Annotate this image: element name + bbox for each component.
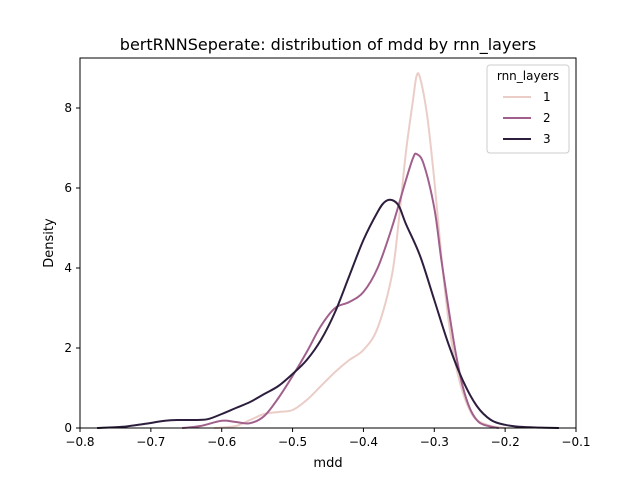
y-axis-label: Density (42, 218, 57, 268)
legend-label-2: 2 (543, 111, 551, 125)
legend: rnn_layers 1 2 3 (486, 64, 570, 154)
legend-items: 1 2 3 (503, 90, 551, 146)
legend-frame (486, 64, 570, 154)
y-tick-label: 4 (64, 261, 72, 275)
x-axis-label: mdd (313, 456, 342, 471)
chart-title: bertRNNSeperate: distribution of mdd by … (120, 35, 536, 55)
y-tick-label: 2 (64, 341, 72, 355)
x-tick-label: −0.1 (561, 435, 590, 449)
x-tick-label: −0.3 (420, 435, 449, 449)
series-layer (96, 72, 560, 429)
legend-label-1: 1 (543, 90, 551, 104)
x-tick-label: −0.4 (349, 435, 378, 449)
x-tick-label: −0.5 (278, 435, 307, 449)
y-axis-ticks: 0 2 4 6 8 (64, 101, 80, 435)
x-tick-label: −0.8 (65, 435, 94, 449)
legend-title: rnn_layers (497, 69, 559, 83)
x-axis-ticks: −0.8 −0.7 −0.6 −0.5 −0.4 −0.3 −0.2 −0.1 (65, 428, 591, 449)
series-line-3 (96, 198, 560, 429)
x-tick-label: −0.6 (207, 435, 236, 449)
x-tick-label: −0.7 (136, 435, 165, 449)
series-line-1 (213, 72, 507, 429)
y-tick-label: 8 (64, 101, 72, 115)
y-tick-label: 0 (64, 421, 72, 435)
x-tick-label: −0.2 (491, 435, 520, 449)
plot-area-frame (79, 57, 577, 429)
legend-label-3: 3 (543, 132, 551, 146)
y-tick-label: 6 (64, 181, 72, 195)
